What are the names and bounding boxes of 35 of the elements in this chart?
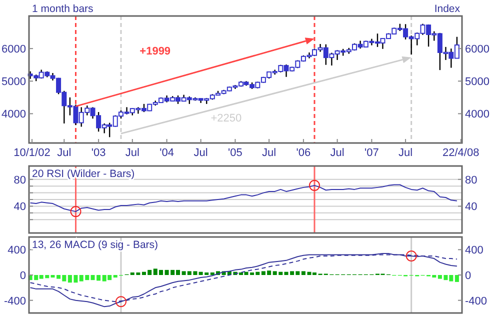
x-tick-label: Jul <box>194 147 208 159</box>
chart-title: 1 month bars <box>32 3 94 15</box>
y-tick-label: 400 <box>8 244 26 257</box>
y-tick-label: 80 <box>14 174 26 186</box>
x-tick-label: '04 <box>160 147 174 159</box>
bar <box>454 275 459 282</box>
y2-tick-label: 6000 <box>465 44 490 56</box>
y-tick-label: 40 <box>14 201 26 214</box>
x-tick-label: Jul <box>398 147 413 159</box>
x-tick-label: '05 <box>228 147 242 159</box>
y2-tick-label: 0 <box>465 270 472 282</box>
x-tick-label: Jul <box>125 147 140 159</box>
x-tick-label: '06 <box>296 147 311 159</box>
x-tick-label: 10/1/02 <box>14 147 50 159</box>
y-tick-label: -400 <box>4 295 26 308</box>
y2-tick-label: 5000 <box>465 76 490 88</box>
y-tick-label: 6000 <box>2 44 26 56</box>
x-tick-label: Jul <box>262 147 276 159</box>
y2-tick-label: 400 <box>465 244 484 257</box>
x-tick-label: '03 <box>91 147 106 159</box>
annotation: +1999 <box>140 45 171 58</box>
x-tick-label: Jul <box>330 147 344 159</box>
x-tick-label: Jul <box>57 147 72 159</box>
y2-tick-label: -400 <box>465 295 488 308</box>
y-tick-label: 5000 <box>2 76 26 88</box>
chart-title: 13, 26 MACD (9 sig - Bars) <box>32 239 158 251</box>
y-tick-label: 0 <box>20 270 26 282</box>
y2-axis-title: Index <box>434 3 461 15</box>
x-tick-label: 22/4/08 <box>442 147 480 159</box>
y2-tick-label: 80 <box>465 174 478 186</box>
x-tick-label: '07 <box>364 147 379 159</box>
y2-tick-label: 4000 <box>465 108 490 121</box>
y2-tick-label: 40 <box>465 201 478 214</box>
bar <box>301 271 306 275</box>
y-tick-label: 4000 <box>2 108 26 121</box>
